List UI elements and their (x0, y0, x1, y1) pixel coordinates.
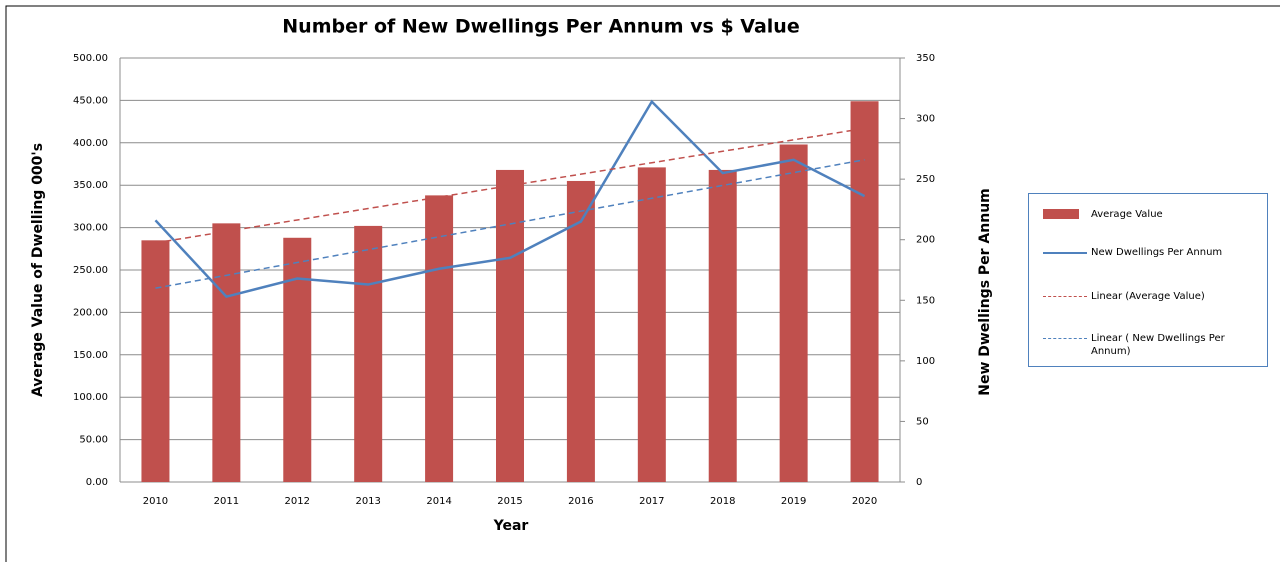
y-tick-label: 350.00 (73, 180, 108, 191)
y-axis-title: Average Value of Dwelling 000's (30, 143, 46, 397)
y2-tick-label: 300 (916, 114, 935, 125)
legend: Average Value New Dwellings Per Annum Line… (1028, 193, 1268, 367)
bar (354, 225, 383, 483)
trend-line (155, 159, 865, 289)
y-tick-label: 50.00 (79, 435, 108, 446)
bar (141, 240, 170, 482)
y-tick-label: 250.00 (73, 265, 108, 276)
x-tick-label: 2010 (143, 496, 168, 507)
y2-tick-label: 0 (916, 477, 922, 488)
x-tick-label: 2018 (710, 496, 735, 507)
y2-axis-title: New Dwellings Per Annum (977, 188, 993, 396)
y-tick-label: 150.00 (73, 350, 108, 361)
x-tick-label: 2017 (639, 496, 664, 507)
y-tick-label: 200.00 (73, 307, 108, 318)
bar (708, 169, 737, 482)
x-tick-label: 2016 (568, 496, 593, 507)
y2-tick-label: 250 (916, 174, 935, 185)
bar (779, 144, 808, 482)
legend-item: New Dwellings Per Annum (1043, 246, 1261, 259)
x-tick-label: 2020 (852, 496, 877, 507)
x-tick-label: 2013 (355, 496, 380, 507)
y-tick-label: 300.00 (73, 223, 108, 234)
y2-tick-label: 150 (916, 295, 935, 306)
bar (283, 237, 312, 482)
x-tick-label: 2014 (426, 496, 451, 507)
legend-label: Linear ( New Dwellings Per Annum) (1091, 333, 1225, 357)
y2-tick-label: 50 (916, 416, 929, 427)
frame (5, 5, 1280, 562)
bar (850, 101, 879, 483)
x-axis-title: Year (493, 518, 529, 534)
legend-key (1043, 252, 1087, 254)
x-tick-label: 2012 (285, 496, 310, 507)
x-tick-label: 2011 (214, 496, 239, 507)
legend-label: New Dwellings Per Annum (1091, 247, 1223, 258)
x-tick-label: 2019 (781, 496, 806, 507)
y2-tick-label: 350 (916, 53, 935, 64)
y-tick-label: 100.00 (73, 392, 108, 403)
bar (212, 223, 241, 483)
y2-tick-label: 200 (916, 235, 935, 246)
y-tick-label: 450.00 (73, 95, 108, 106)
legend-label: Average Value (1091, 209, 1163, 220)
bar (425, 195, 454, 482)
legend-key (1043, 209, 1079, 219)
bar (566, 180, 595, 482)
y-tick-label: 400.00 (73, 138, 108, 149)
x-tick-label: 2015 (497, 496, 522, 507)
chart-title: Number of New Dwellings Per Annum vs $ V… (282, 16, 799, 38)
bar (496, 169, 524, 482)
legend-key (1043, 296, 1087, 297)
y2-tick-label: 100 (916, 356, 935, 367)
legend-item: Linear (Average Value) (1043, 290, 1261, 303)
legend-item: Linear ( New Dwellings Per Annum) (1043, 332, 1261, 358)
y-tick-label: 0.00 (86, 477, 108, 488)
legend-label: Linear (Average Value) (1091, 291, 1205, 302)
line (154, 99, 866, 299)
bar (637, 167, 666, 482)
legend-key (1043, 338, 1087, 339)
y-tick-label: 500.00 (73, 53, 108, 64)
legend-item: Average Value (1043, 208, 1261, 221)
